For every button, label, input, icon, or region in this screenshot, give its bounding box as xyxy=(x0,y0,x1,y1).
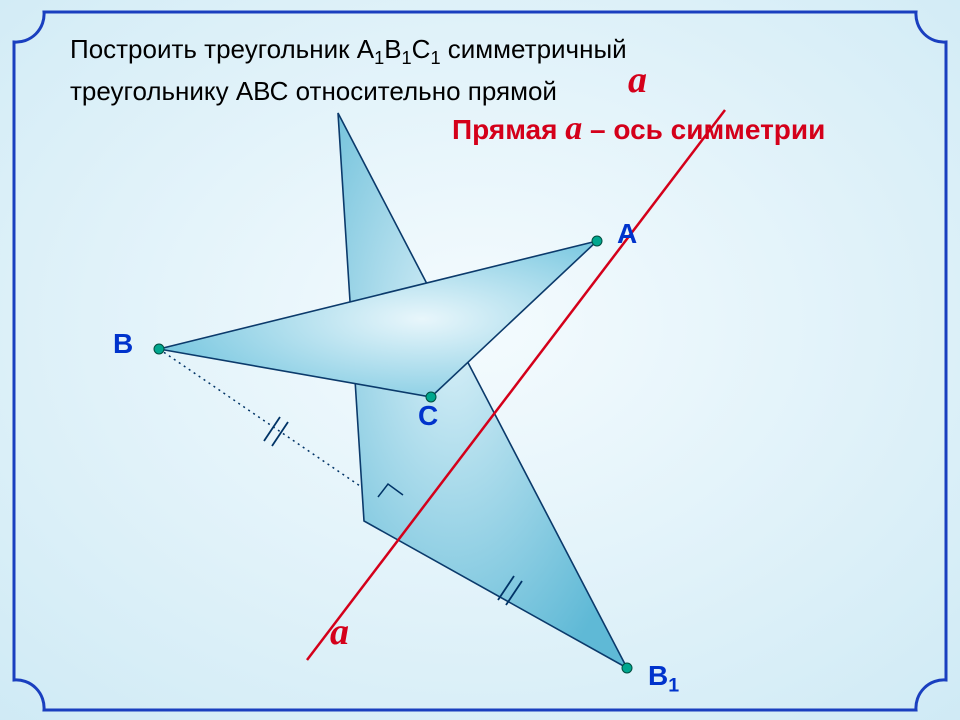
task-line1-mid2: С xyxy=(412,34,431,64)
task-sub3: 1 xyxy=(430,48,440,68)
label-line-a: a xyxy=(330,610,349,654)
task-line1-mid1: В xyxy=(384,34,401,64)
point-b1 xyxy=(622,663,632,673)
label-c: С xyxy=(418,400,438,432)
task-line1-prefix: Построить треугольник А xyxy=(70,34,374,64)
task-sub2: 1 xyxy=(402,48,412,68)
task-line2: треугольнику АВС относительно прямой xyxy=(70,76,557,106)
task-text: Построить треугольник А1В1С1 симметричны… xyxy=(70,30,627,111)
task-sub1: 1 xyxy=(374,48,384,68)
task-a-symbol: a xyxy=(628,58,647,102)
axis-caption-prefix: Прямая xyxy=(452,114,565,145)
axis-caption-a: a xyxy=(565,110,582,147)
label-b1-sub: 1 xyxy=(668,675,679,697)
point-a xyxy=(592,236,602,246)
axis-caption-suffix: – ось симметрии xyxy=(582,114,825,145)
task-line1-suffix: симметричный xyxy=(441,34,627,64)
label-b1-prefix: В xyxy=(648,660,668,691)
axis-caption: Прямая a – ось симметрии xyxy=(452,110,825,148)
label-b1: В1 xyxy=(648,660,679,698)
label-a: А xyxy=(617,218,637,250)
point-b xyxy=(154,344,164,354)
label-b: В xyxy=(113,328,133,360)
